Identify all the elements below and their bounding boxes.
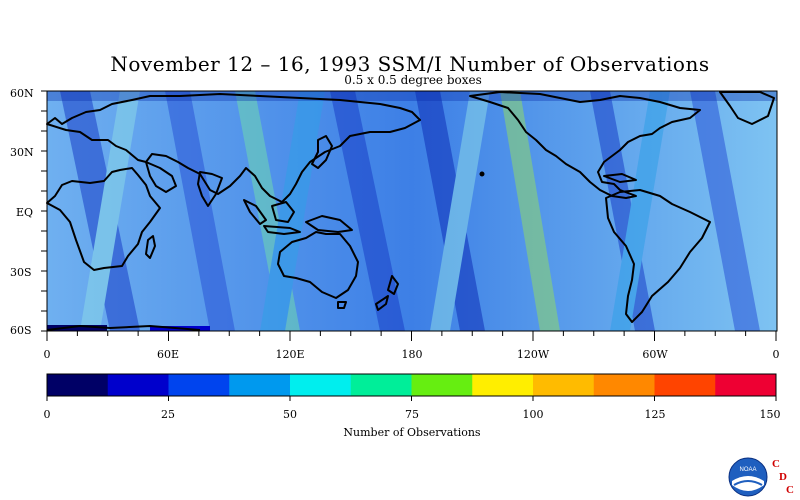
coastline-japan	[311, 135, 333, 169]
colorbar-segment	[533, 374, 595, 396]
noaa-logo-text: NOAA	[739, 467, 756, 473]
colorbar-segment	[715, 374, 777, 396]
colorbar-label: Number of Observations	[343, 426, 481, 439]
page-subtitle: 0.5 x 0.5 degree boxes	[344, 73, 482, 87]
latitude-axis	[41, 90, 47, 332]
colorbar-segment	[350, 374, 412, 396]
cdc-letter: D	[779, 471, 787, 483]
colorbar-segment	[654, 374, 716, 396]
coastline-new-zealand	[387, 275, 399, 295]
coastline-india	[197, 171, 223, 207]
lat-tick-label: EQ	[16, 206, 33, 219]
coastline-indonesia-sumatra	[243, 199, 267, 225]
coastline-greenland	[719, 91, 775, 125]
cdc-letter: C	[772, 458, 780, 470]
coastline-caribbean	[603, 173, 637, 183]
colorbar-tick-label: 25	[161, 408, 175, 421]
colorbar-tick-label: 100	[523, 408, 544, 421]
lat-tick-label: 60S	[10, 324, 32, 337]
coastlines	[46, 91, 775, 331]
coastline-africa	[46, 167, 161, 271]
lat-tick-label: 30N	[10, 146, 34, 159]
coastline-new-guinea	[305, 215, 353, 233]
colorbar-segment	[229, 374, 291, 396]
colorbar-segment	[290, 374, 352, 396]
noaa-logo: NOAA C D C	[728, 457, 794, 497]
lon-tick-label: 0	[44, 348, 51, 361]
colorbar-ticks	[46, 396, 777, 401]
south-edge-band	[47, 325, 107, 331]
coastline-madagascar	[145, 235, 156, 259]
lat-tick-label: 30S	[10, 266, 32, 279]
colorbar-segment	[47, 374, 109, 396]
colorbar-segment	[472, 374, 534, 396]
coastline-indonesia-java	[263, 225, 301, 235]
observation-map	[46, 90, 778, 332]
colorbar-tick-label: 50	[283, 408, 297, 421]
coastline-tasmania	[337, 301, 347, 309]
coastline-australia	[277, 231, 359, 299]
colorbar-segment	[168, 374, 230, 396]
colorbar-segment	[411, 374, 473, 396]
lat-tick-label: 60N	[10, 87, 34, 100]
coastline-arabia	[145, 161, 177, 193]
coastline-south-america	[605, 189, 711, 323]
lon-tick-label: 0	[773, 348, 780, 361]
cdc-letter: C	[786, 484, 794, 496]
map-background	[47, 91, 777, 331]
coastline-indonesia-borneo	[271, 201, 295, 223]
colorbar-segment	[593, 374, 655, 396]
colorbar-tick-label: 125	[645, 408, 666, 421]
coastline-new-zealand	[375, 295, 389, 311]
page-title: November 12 – 16, 1993 SSM/I Number of O…	[110, 52, 710, 76]
lon-tick-label: 60W	[642, 348, 668, 361]
coastline-antarctica	[46, 325, 201, 331]
colorbar-tick-label: 75	[405, 408, 419, 421]
coastline-north-america	[469, 91, 701, 199]
north-edge-band	[47, 91, 777, 101]
lon-tick-label: 60E	[157, 348, 179, 361]
lon-tick-label: 120E	[275, 348, 304, 361]
colorbar-segment	[107, 374, 169, 396]
lon-tick-label: 120W	[517, 348, 550, 361]
coastline-eurasia	[46, 93, 421, 203]
longitude-axis	[46, 331, 777, 341]
lon-tick-label: 180	[402, 348, 423, 361]
colorbar-tick-label: 0	[44, 408, 51, 421]
colorbar-tick-label: 150	[760, 408, 781, 421]
colorbar	[47, 374, 777, 396]
